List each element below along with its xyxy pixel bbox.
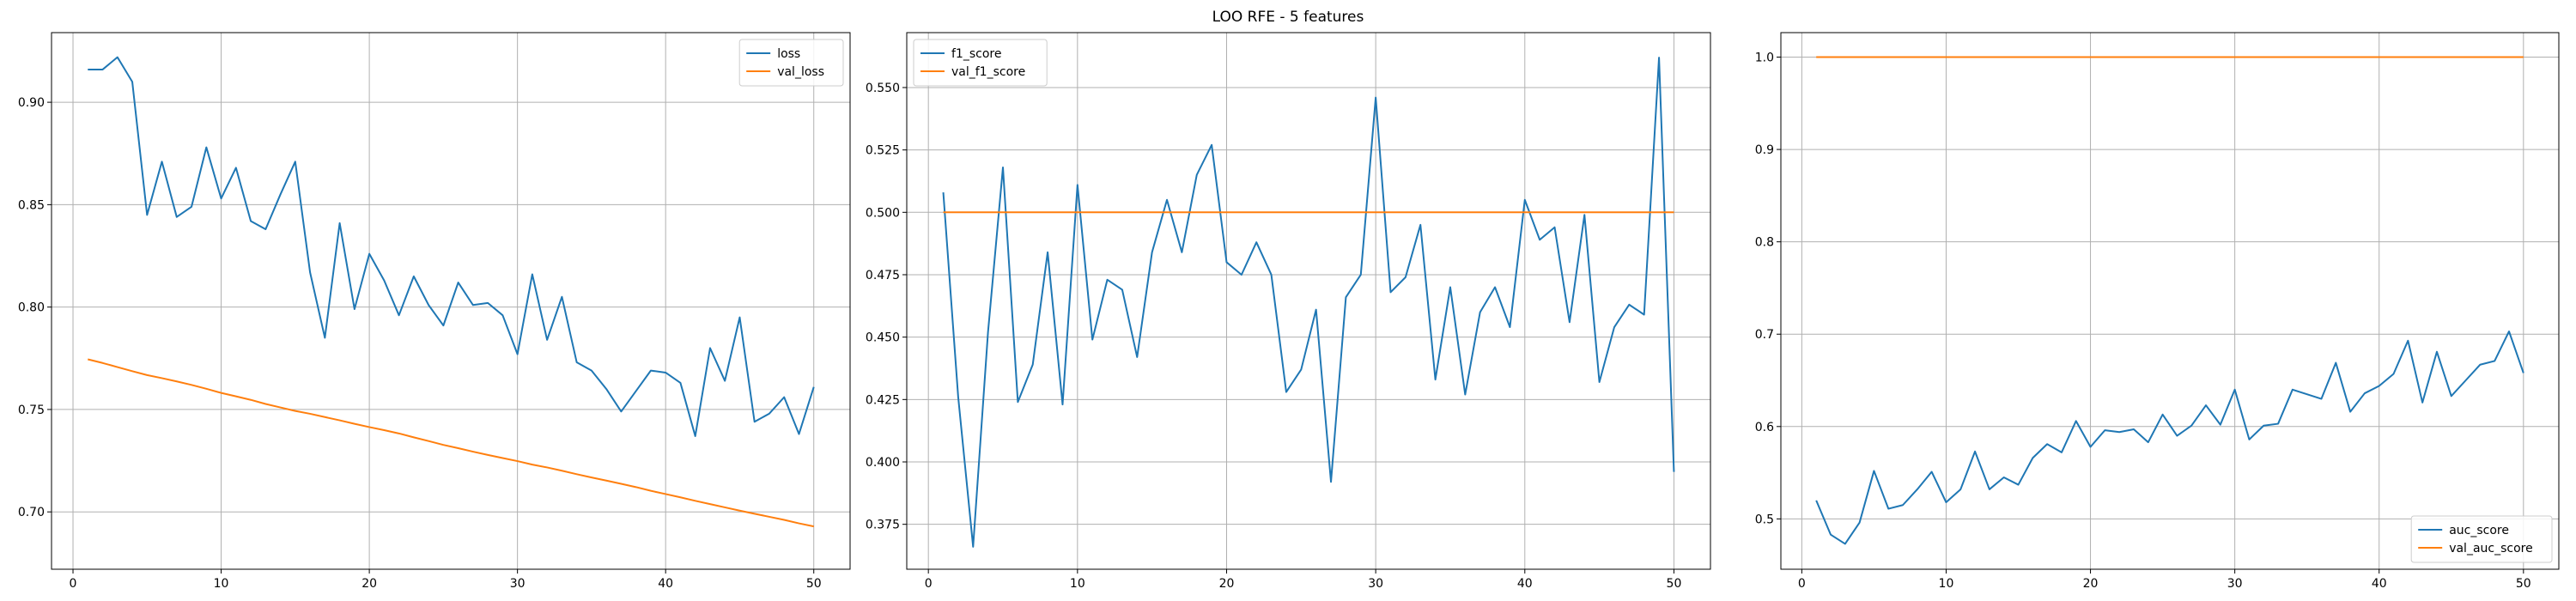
x-tick-label: 20 [2083,577,2099,591]
legend-label: f1_score [951,47,1001,61]
y-tick-label: 0.5 [1755,513,1774,526]
x-tick-label: 40 [658,577,673,591]
x-tick-label: 50 [1667,577,1682,591]
x-tick-label: 40 [2372,577,2387,591]
subplot-auc-score: 0 10 20 30 40 50 0.5 0.6 0.7 0.8 0.9 1.0 auc_scoreva… [1755,32,2560,591]
axes-frame [51,32,851,570]
x-tick-label: 30 [1368,577,1383,591]
x-tick-label: 10 [1070,577,1085,591]
figure-title: LOO RFE - 5 features [1212,9,1364,26]
x-tick-label: 30 [510,577,526,591]
legend-label: auc_score [2449,524,2509,537]
x-tick-label: 20 [1219,577,1235,591]
y-tick-label: 0.475 [866,269,900,282]
x-tick-label: 50 [2516,577,2531,591]
y-tick-label: 0.8 [1755,236,1774,250]
axes-frame [1780,32,2560,570]
axes-frame [906,32,1711,570]
y-tick-label: 0.75 [18,404,45,417]
legend-label: val_auc_score [2449,542,2533,555]
subplot-loss: 0 10 20 30 40 50 0.70 0.75 0.80 0.85 0.90 loss val_l… [18,32,851,591]
subplot-f1-score: 0 10 20 30 40 50 0.375 0.400 0.425 0.450 0.475 0.50… [866,32,1711,591]
series-line-val-loss [88,358,814,528]
x-tick-label: 20 [361,577,377,591]
y-tick-label: 0.6 [1755,421,1774,434]
y-tick-label: 0.90 [18,96,45,110]
y-tick-label: 0.500 [866,206,900,220]
x-tick-label: 30 [2227,577,2243,591]
legend: loss val_loss [738,39,844,87]
y-tick-label: 0.425 [866,393,900,407]
y-tick-label: 0.9 [1755,143,1774,157]
y-tick-label: 0.550 [866,82,900,95]
x-tick-label: 0 [925,577,933,591]
x-tick-label: 0 [70,577,77,591]
legend: auc_score val_auc_score [2410,515,2553,563]
series-line-auc-score [1815,331,2524,545]
y-tick-label: 0.70 [18,506,45,519]
legend-label: val_f1_score [951,65,1025,79]
y-tick-label: 0.525 [866,144,900,158]
y-tick-label: 0.400 [866,456,900,470]
y-tick-label: 0.375 [866,519,900,532]
y-tick-label: 0.7 [1755,328,1774,342]
legend-label: val_loss [777,65,824,79]
x-tick-label: 10 [214,577,229,591]
series-line-loss [88,56,815,437]
legend-label: loss [777,47,800,61]
y-tick-label: 0.85 [18,198,45,212]
x-tick-label: 10 [1939,577,1954,591]
legend-box [913,39,1048,87]
y-tick-label: 0.450 [866,331,900,345]
legend-box [738,39,844,87]
x-tick-label: 40 [1517,577,1533,591]
y-tick-label: 1.0 [1755,52,1774,65]
legend-box [2410,515,2553,563]
x-tick-label: 50 [806,577,822,591]
y-tick-label: 0.80 [18,301,45,315]
x-tick-label: 0 [1798,577,1806,591]
legend: f1_score val_f1_score [913,39,1048,87]
series-line-f1-score [942,57,1675,548]
